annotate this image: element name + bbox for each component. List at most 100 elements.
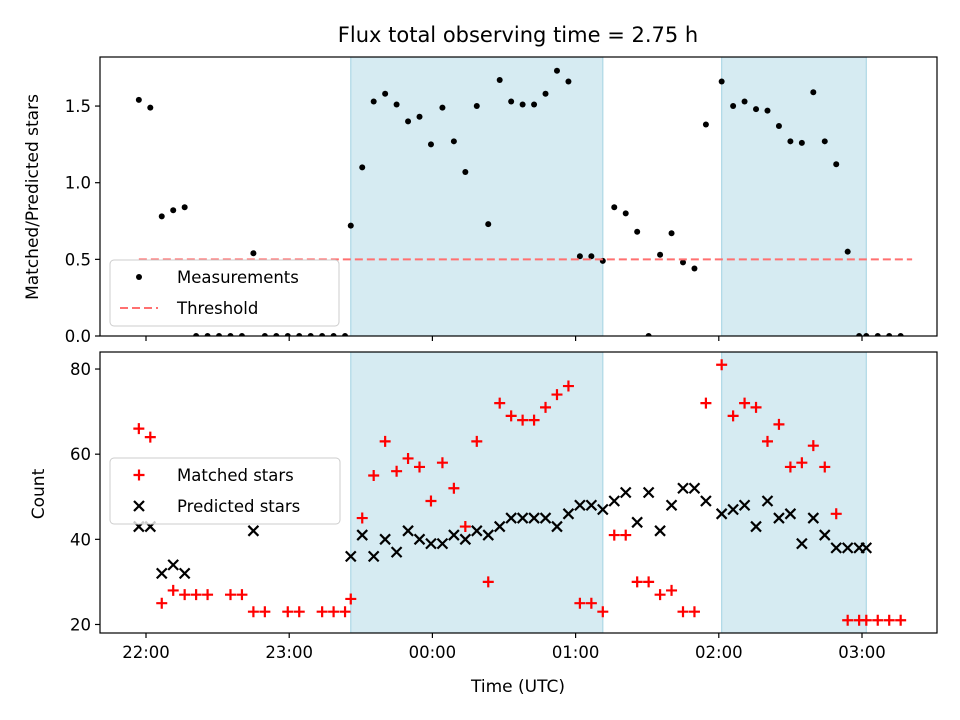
measurement-point — [307, 333, 314, 336]
predicted-stars-point — [631, 516, 643, 529]
predicted-stars-point — [750, 520, 762, 533]
predicted-stars-point — [379, 533, 391, 546]
legend-label: Matched stars — [177, 466, 294, 485]
top-plot-area — [135, 57, 913, 336]
measurement-point — [405, 118, 412, 125]
matched-stars-point — [368, 469, 380, 481]
predicted-stars-point — [178, 567, 191, 580]
predicted-stars-point — [390, 546, 403, 558]
matched-stars-point — [750, 401, 762, 413]
measurement-point — [718, 78, 725, 85]
matched-stars-point — [471, 435, 483, 447]
top-axes-frame — [99, 56, 938, 337]
matched-stars-point — [316, 606, 328, 618]
matched-stars-point — [540, 401, 552, 413]
matched-stars-point — [528, 414, 540, 426]
predicted-stars-point — [471, 525, 483, 537]
matched-stars-point — [872, 614, 884, 626]
measurement-point — [135, 96, 142, 103]
matched-stars-point — [259, 606, 271, 618]
matched-stars-point — [739, 397, 751, 409]
x-tick-label: 01:00 — [552, 643, 600, 662]
matched-stars-point — [807, 440, 819, 452]
matched-stars-point — [224, 589, 236, 601]
matched-stars-point — [436, 457, 448, 469]
matched-stars-point — [517, 414, 529, 426]
measurement-point — [473, 103, 480, 110]
predicted-stars-point — [585, 499, 598, 512]
predicted-stars-point — [459, 533, 472, 546]
shaded-region — [350, 352, 604, 633]
bottom-y-axis-label: Count — [29, 468, 49, 519]
matched-stars-point — [688, 606, 700, 618]
predicted-stars-point — [761, 495, 774, 507]
matched-stars-point — [830, 508, 842, 520]
measurement-point — [330, 333, 337, 336]
top-panel: 0.0 0.5 1.0 1.5 Measurements Threshold — [65, 56, 938, 346]
y-tick-label: 40 — [70, 530, 91, 549]
matched-stars-point — [459, 521, 471, 533]
predicted-stars-point — [425, 537, 437, 550]
measurement-point — [680, 259, 686, 266]
predicted-stars-point — [155, 567, 168, 580]
measurement-point — [844, 248, 851, 255]
matched-stars-point — [700, 397, 712, 409]
matched-stars-point — [402, 452, 414, 464]
y-tick-label: 20 — [70, 615, 91, 634]
x-tick-label: 23:00 — [265, 643, 313, 662]
measurement-point — [319, 333, 326, 336]
matched-stars-point — [425, 495, 437, 507]
measurement-point — [775, 122, 782, 129]
measurement-point — [261, 333, 268, 336]
matched-stars-point — [345, 593, 357, 605]
legend-dot-marker — [136, 274, 142, 280]
predicted-stars-point — [715, 508, 728, 520]
predicted-stars-point — [436, 537, 449, 550]
measurement-point — [496, 76, 503, 83]
measurement-point — [622, 210, 629, 217]
matched-stars-point — [414, 461, 426, 473]
matched-stars-point — [551, 389, 563, 401]
matched-stars-point — [716, 359, 728, 371]
matched-stars-point — [505, 410, 517, 422]
x-tick-label: 00:00 — [409, 643, 457, 662]
matched-stars-point — [666, 584, 678, 596]
measurement-point — [462, 168, 469, 175]
predicted-stars-point — [505, 512, 517, 524]
matched-stars-point — [133, 423, 145, 435]
x-tick-label: 22:00 — [122, 643, 170, 662]
matched-stars-point — [643, 576, 655, 588]
matched-stars-point — [328, 606, 340, 618]
measurement-point — [181, 204, 188, 211]
measurement-point — [238, 333, 245, 336]
predicted-stars-point — [642, 486, 655, 499]
matched-stars-point — [574, 597, 586, 609]
measurement-point — [147, 104, 154, 111]
x-axis-label: Time (UTC) — [470, 677, 565, 697]
predicted-stars-point — [830, 542, 843, 554]
matched-stars-point — [677, 606, 689, 618]
measurement-point — [439, 104, 446, 111]
measurement-point — [170, 207, 177, 214]
x-tick-label: 03:00 — [838, 643, 886, 662]
matched-stars-point — [842, 614, 854, 626]
bottom-axes-frame — [99, 351, 938, 634]
predicted-stars-point — [367, 550, 380, 563]
measurement-point — [702, 121, 709, 128]
measurement-point — [821, 138, 828, 145]
predicted-stars-point — [654, 525, 666, 537]
matched-stars-point — [597, 606, 609, 618]
measurement-point — [342, 333, 349, 336]
measurement-point — [833, 161, 840, 168]
predicted-stars-point — [482, 529, 495, 541]
predicted-stars-point — [860, 542, 873, 554]
predicted-stars-point — [796, 537, 808, 550]
matched-stars-point — [293, 606, 305, 618]
measurement-point — [787, 138, 794, 145]
predicted-stars-point — [562, 508, 575, 520]
matched-stars-point — [819, 461, 831, 473]
top-y-axis-label: Matched/Predicted stars — [23, 94, 43, 300]
measurement-point — [565, 78, 572, 85]
measurement-point — [553, 67, 560, 74]
y-tick-label: 0.5 — [65, 250, 91, 269]
